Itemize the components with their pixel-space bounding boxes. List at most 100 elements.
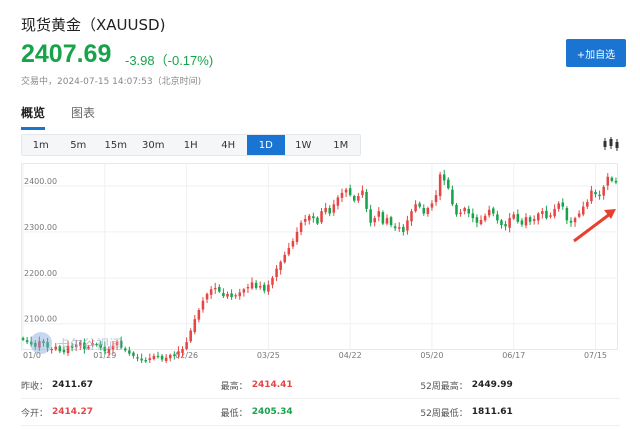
- candle-body: [189, 330, 192, 342]
- trading-status: 交易中，2024-07-15 14:07:53（北京时间): [21, 77, 202, 87]
- candle-body: [541, 211, 544, 214]
- candle-body: [504, 224, 507, 227]
- candle-body: [483, 215, 487, 221]
- candle-body: [590, 190, 593, 202]
- candle-body: [136, 357, 139, 359]
- candle-body: [577, 213, 581, 217]
- stat-high: 最高： 2414.41: [221, 379, 421, 392]
- candle-body: [553, 208, 556, 217]
- candle-body: [209, 289, 213, 295]
- candle-body: [471, 213, 475, 219]
- candle-body: [610, 177, 614, 181]
- period-15m[interactable]: 15m: [97, 135, 135, 155]
- candle-body: [328, 208, 331, 214]
- candle-body: [487, 209, 491, 216]
- add-to-watchlist-button[interactable]: +加自选: [566, 39, 626, 67]
- candle-body: [124, 348, 127, 351]
- candle-body: [238, 292, 242, 297]
- tab-chart[interactable]: 图表: [71, 106, 96, 120]
- candle-body: [87, 346, 90, 349]
- candle-body: [144, 360, 147, 362]
- stat-value: 2414.41: [251, 380, 293, 390]
- period-1m[interactable]: 1m: [22, 135, 60, 155]
- candle-body: [377, 211, 381, 217]
- x-tick-label: 07/15: [584, 351, 607, 360]
- tab-overview[interactable]: 概览: [21, 104, 46, 130]
- candle-body: [299, 222, 303, 232]
- stat-label: 最高：: [220, 381, 248, 392]
- candle-body: [91, 343, 94, 346]
- candle-body: [246, 287, 250, 289]
- candle-body: [422, 208, 426, 214]
- instrument-title: 现货黄金（XAUUSD): [21, 16, 166, 34]
- stat-label: 昨收：: [21, 381, 49, 392]
- candle-body: [373, 218, 376, 223]
- candle-body: [594, 191, 597, 195]
- candle-body: [177, 351, 180, 355]
- candle-body: [34, 343, 37, 347]
- price-chart[interactable]: 2400.00 2300.00 2200.00 2100.00 01/0 01/29 02/…: [21, 163, 620, 363]
- candle-body: [279, 261, 282, 271]
- candle-body: [242, 289, 246, 293]
- candle-body: [524, 217, 528, 226]
- candle-body: [303, 219, 307, 222]
- period-5m[interactable]: 5m: [59, 135, 97, 155]
- candle-body: [397, 227, 401, 229]
- candle-body: [492, 208, 495, 214]
- candle-body: [283, 254, 287, 263]
- period-1mo[interactable]: 1M: [322, 135, 360, 155]
- stat-open: 今开： 2414.27: [21, 406, 221, 419]
- candle-body: [226, 293, 229, 297]
- period-30m[interactable]: 30m: [134, 135, 172, 155]
- candle-body: [213, 287, 217, 290]
- candle-body: [128, 350, 131, 354]
- candle-body: [320, 211, 323, 223]
- candle-body: [406, 220, 409, 231]
- candle-body: [434, 195, 438, 203]
- candle-body: [512, 214, 515, 219]
- stat-value: 2405.34: [251, 407, 293, 417]
- candle-body: [352, 196, 356, 201]
- candlestick-icon[interactable]: [601, 136, 621, 152]
- candle-body: [430, 203, 434, 208]
- watermark-text: 卡尔谷视闻: [57, 338, 122, 353]
- y-tick-label: 2400.00: [24, 177, 57, 186]
- stat-value: 2411.67: [52, 380, 94, 390]
- candle-body: [271, 277, 274, 285]
- candle-body: [295, 231, 299, 242]
- stat-label: 今开：: [21, 408, 49, 419]
- period-1w[interactable]: 1W: [284, 135, 322, 155]
- candle-body: [402, 226, 405, 232]
- candle-body: [426, 208, 430, 214]
- candle-body: [389, 217, 393, 225]
- last-price: 2407.69: [21, 40, 112, 68]
- y-tick-label: 2200.00: [24, 269, 57, 278]
- candle-body: [606, 176, 610, 186]
- candle-body: [66, 345, 70, 354]
- stat-value: 2449.99: [471, 380, 513, 390]
- candle-body: [218, 287, 221, 292]
- x-tick-label: 05/20: [420, 351, 443, 360]
- candle-body: [516, 213, 520, 222]
- candle-body: [316, 217, 319, 224]
- candle-body: [25, 340, 29, 343]
- watermark-circle: [30, 332, 52, 354]
- candle-body: [230, 293, 233, 298]
- period-4h[interactable]: 4H: [209, 135, 247, 155]
- y-tick-label: 2300.00: [24, 223, 57, 232]
- stat-value: 2414.27: [52, 407, 94, 417]
- candle-body: [459, 212, 462, 214]
- period-selector: 1m 5m 15m 30m 1H 4H 1D 1W 1M: [21, 134, 361, 156]
- period-1h[interactable]: 1H: [172, 135, 210, 155]
- period-1d[interactable]: 1D: [247, 135, 285, 155]
- candle-body: [324, 208, 327, 213]
- candle-body: [234, 295, 237, 297]
- candle-body: [115, 342, 119, 346]
- candle-body: [42, 341, 45, 344]
- candle-body: [160, 355, 164, 360]
- candle-body: [467, 208, 471, 214]
- candle-body: [463, 208, 466, 212]
- candle-body: [205, 293, 209, 300]
- candle-body: [332, 204, 336, 213]
- candle-body: [532, 219, 536, 221]
